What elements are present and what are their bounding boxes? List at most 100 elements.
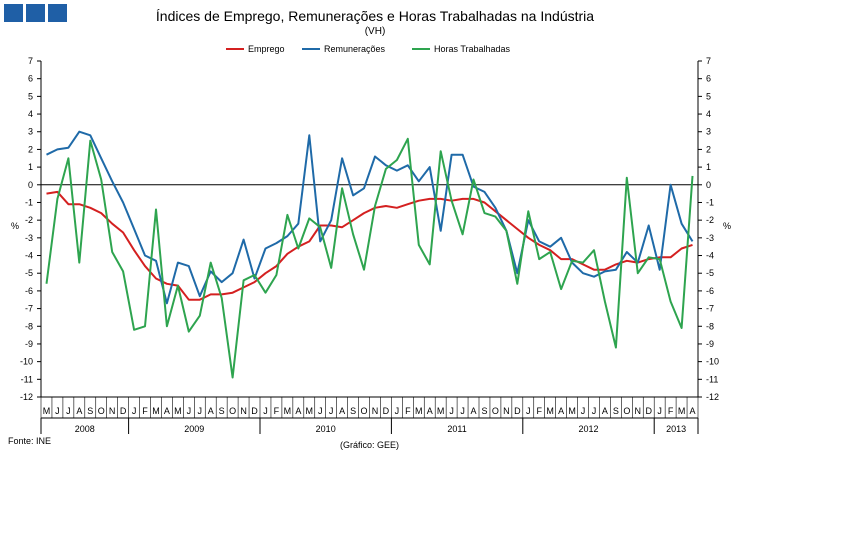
x-tick-label: S bbox=[350, 406, 356, 416]
x-tick-label: M bbox=[437, 406, 445, 416]
year-label: 2012 bbox=[578, 424, 598, 434]
y-tick-label-right: -10 bbox=[706, 357, 719, 367]
legend-label: Remunerações bbox=[324, 44, 386, 54]
x-tick-label: A bbox=[76, 406, 82, 416]
y-tick-label-left: 5 bbox=[28, 91, 33, 101]
x-tick-label: M bbox=[306, 406, 314, 416]
y-tick-label-left: 4 bbox=[28, 109, 33, 119]
y-tick-label-left: 1 bbox=[28, 162, 33, 172]
y-tick-label-left: -5 bbox=[25, 268, 33, 278]
x-tick-label: A bbox=[208, 406, 214, 416]
y-tick-label-right: 1 bbox=[706, 162, 711, 172]
y-tick-label-right: -5 bbox=[706, 268, 714, 278]
y-tick-label-right: -11 bbox=[706, 374, 718, 384]
x-tick-label: M bbox=[568, 406, 576, 416]
x-tick-label: J bbox=[449, 406, 454, 416]
x-tick-label: A bbox=[295, 406, 301, 416]
y-tick-label-right: -3 bbox=[706, 233, 714, 243]
y-tick-label-left: -8 bbox=[25, 321, 33, 331]
chart-title: Índices de Emprego, Remunerações e Horas… bbox=[155, 8, 595, 24]
y-tick-label-right: 6 bbox=[706, 74, 711, 84]
x-tick-label: N bbox=[635, 406, 642, 416]
x-tick-label: M bbox=[678, 406, 686, 416]
x-tick-label: F bbox=[142, 406, 148, 416]
y-tick-label-left: 3 bbox=[28, 127, 33, 137]
y-tick-label-left: 6 bbox=[28, 74, 33, 84]
x-tick-label: F bbox=[405, 406, 411, 416]
x-tick-label: M bbox=[284, 406, 292, 416]
y-tick-label-right: 4 bbox=[706, 109, 711, 119]
y-tick-label-left: -1 bbox=[25, 197, 33, 207]
axes: -12 -12-11 -11-10 -10-9 -9-8 -8-7 -7-6 -6-5 -5-4… bbox=[20, 56, 719, 434]
x-tick-label: D bbox=[645, 406, 652, 416]
x-tick-label: N bbox=[503, 406, 510, 416]
x-tick-label: F bbox=[668, 406, 674, 416]
y-tick-label-right: 5 bbox=[706, 91, 711, 101]
x-tick-label: A bbox=[164, 406, 170, 416]
x-tick-label: A bbox=[602, 406, 608, 416]
x-tick-label: J bbox=[460, 406, 465, 416]
y-tick-label-right: 7 bbox=[706, 56, 711, 66]
x-tick-label: A bbox=[690, 406, 696, 416]
series-line-horas-trabalhadas bbox=[45, 137, 694, 379]
year-label: 2010 bbox=[316, 424, 336, 434]
chart-subtitle: (VH) bbox=[364, 26, 386, 37]
x-tick-label: J bbox=[657, 406, 662, 416]
x-tick-label: A bbox=[427, 406, 433, 416]
chart-credit: (Gráfico: GEE) bbox=[340, 440, 400, 450]
y-tick-label-left: -3 bbox=[25, 233, 33, 243]
x-tick-label: J bbox=[318, 406, 323, 416]
square-blocks-icon bbox=[48, 4, 67, 22]
series-line-remunerações bbox=[46, 130, 694, 305]
x-tick-label: M bbox=[43, 406, 51, 416]
x-tick-label: O bbox=[98, 406, 105, 416]
x-tick-label: J bbox=[329, 406, 334, 416]
x-tick-label: M bbox=[415, 406, 423, 416]
y-tick-label-left: -7 bbox=[25, 304, 33, 314]
square-blocks-icon bbox=[4, 4, 23, 22]
year-label: 2009 bbox=[184, 424, 204, 434]
x-tick-label: J bbox=[55, 406, 60, 416]
x-tick-label: O bbox=[492, 406, 499, 416]
y-tick-label-right: 2 bbox=[706, 144, 711, 154]
y-tick-label-left: -12 bbox=[20, 392, 33, 402]
x-tick-label: F bbox=[536, 406, 542, 416]
y-tick-label-right: 3 bbox=[706, 127, 711, 137]
x-tick-label: D bbox=[251, 406, 258, 416]
y-tick-label-left: 0 bbox=[28, 180, 33, 190]
x-tick-label: A bbox=[471, 406, 477, 416]
y-tick-label-left: -10 bbox=[20, 357, 33, 367]
legend-label: Emprego bbox=[248, 44, 285, 54]
legend-label: Horas Trabalhadas bbox=[434, 44, 511, 54]
x-tick-label: O bbox=[623, 406, 630, 416]
year-label: 2011 bbox=[447, 424, 466, 434]
x-tick-label: A bbox=[558, 406, 564, 416]
x-tick-label: J bbox=[263, 406, 268, 416]
series-line-emprego bbox=[46, 190, 693, 301]
y-axis-label-left: % bbox=[11, 221, 19, 231]
x-tick-label: J bbox=[66, 406, 71, 416]
y-tick-label-right: -1 bbox=[706, 197, 714, 207]
year-label: 2013 bbox=[666, 424, 686, 434]
x-tick-label: O bbox=[229, 406, 236, 416]
y-tick-label-right: -2 bbox=[706, 215, 714, 225]
x-tick-label: J bbox=[198, 406, 203, 416]
x-tick-label: N bbox=[240, 406, 247, 416]
x-tick-label: D bbox=[514, 406, 521, 416]
square-blocks-icon bbox=[26, 4, 45, 22]
year-label: 2008 bbox=[75, 424, 95, 434]
x-tick-label: D bbox=[383, 406, 390, 416]
y-tick-label-right: -4 bbox=[706, 251, 714, 261]
y-tick-label-left: -2 bbox=[25, 215, 33, 225]
y-axis-label-right: % bbox=[723, 221, 731, 231]
y-tick-label-right: -12 bbox=[706, 392, 719, 402]
x-tick-label: F bbox=[274, 406, 280, 416]
y-tick-label-right: -9 bbox=[706, 339, 714, 349]
x-tick-label: S bbox=[87, 406, 93, 416]
y-tick-label-left: 7 bbox=[28, 56, 33, 66]
x-tick-label: J bbox=[132, 406, 137, 416]
x-tick-label: M bbox=[152, 406, 160, 416]
source-note: Fonte: INE bbox=[8, 436, 52, 446]
x-tick-label: N bbox=[109, 406, 116, 416]
